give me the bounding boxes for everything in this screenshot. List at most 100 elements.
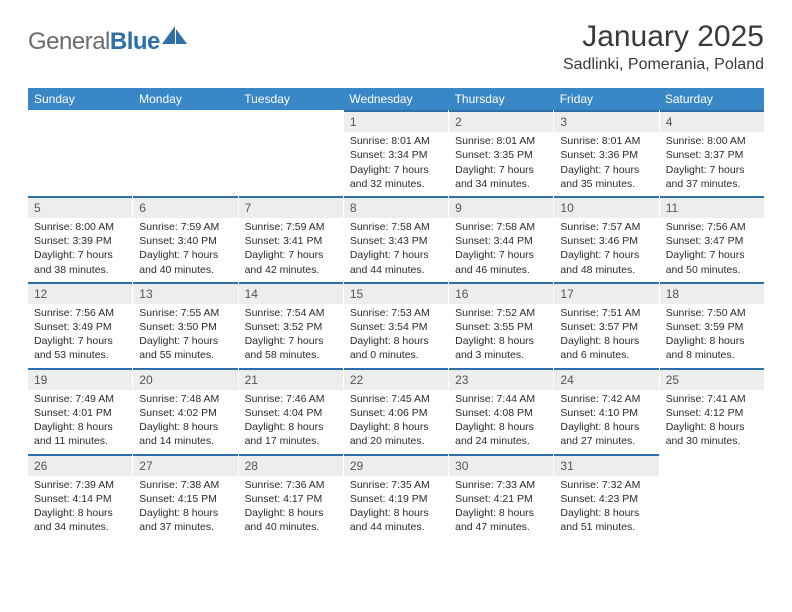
- sunset-text: Sunset: 4:21 PM: [455, 492, 547, 506]
- day-body: Sunrise: 7:38 AMSunset: 4:15 PMDaylight:…: [133, 476, 237, 539]
- daylight-text: Daylight: 7 hours and 40 minutes.: [139, 248, 231, 276]
- daylight-text: Daylight: 8 hours and 51 minutes.: [560, 506, 652, 534]
- brand-logo: GeneralBlue: [28, 26, 188, 57]
- sunrise-text: Sunrise: 7:56 AM: [666, 220, 758, 234]
- sunset-text: Sunset: 3:36 PM: [560, 148, 652, 162]
- day-cell: 10Sunrise: 7:57 AMSunset: 3:46 PMDayligh…: [554, 196, 659, 281]
- weekday-header: Thursday: [449, 88, 554, 110]
- sunrise-text: Sunrise: 8:00 AM: [666, 134, 758, 148]
- sunrise-text: Sunrise: 7:38 AM: [139, 478, 231, 492]
- day-number: 31: [554, 454, 658, 476]
- day-cell: 30Sunrise: 7:33 AMSunset: 4:21 PMDayligh…: [449, 454, 554, 539]
- day-cell: 9Sunrise: 7:58 AMSunset: 3:44 PMDaylight…: [449, 196, 554, 281]
- sunrise-text: Sunrise: 7:41 AM: [666, 392, 758, 406]
- daylight-text: Daylight: 8 hours and 44 minutes.: [350, 506, 442, 534]
- sunset-text: Sunset: 3:35 PM: [455, 148, 547, 162]
- day-cell: 12Sunrise: 7:56 AMSunset: 3:49 PMDayligh…: [28, 282, 133, 367]
- daylight-text: Daylight: 7 hours and 53 minutes.: [34, 334, 126, 362]
- sunrise-text: Sunrise: 7:49 AM: [34, 392, 126, 406]
- day-body: Sunrise: 8:01 AMSunset: 3:34 PMDaylight:…: [344, 132, 448, 195]
- daylight-text: Daylight: 8 hours and 24 minutes.: [455, 420, 547, 448]
- day-body: Sunrise: 7:45 AMSunset: 4:06 PMDaylight:…: [344, 390, 448, 453]
- sunrise-text: Sunrise: 7:55 AM: [139, 306, 231, 320]
- sunset-text: Sunset: 3:41 PM: [245, 234, 337, 248]
- sunset-text: Sunset: 4:10 PM: [560, 406, 652, 420]
- day-number: 20: [133, 368, 237, 390]
- day-number: 10: [554, 196, 658, 218]
- daylight-text: Daylight: 7 hours and 48 minutes.: [560, 248, 652, 276]
- sunset-text: Sunset: 3:44 PM: [455, 234, 547, 248]
- weekday-header: Saturday: [659, 88, 764, 110]
- day-body: Sunrise: 7:49 AMSunset: 4:01 PMDaylight:…: [28, 390, 132, 453]
- day-body: Sunrise: 7:48 AMSunset: 4:02 PMDaylight:…: [133, 390, 237, 453]
- day-body: Sunrise: 7:41 AMSunset: 4:12 PMDaylight:…: [660, 390, 764, 453]
- daylight-text: Daylight: 8 hours and 37 minutes.: [139, 506, 231, 534]
- sunrise-text: Sunrise: 7:32 AM: [560, 478, 652, 492]
- day-cell: 31Sunrise: 7:32 AMSunset: 4:23 PMDayligh…: [554, 454, 659, 539]
- day-cell: 19Sunrise: 7:49 AMSunset: 4:01 PMDayligh…: [28, 368, 133, 453]
- day-cell: 15Sunrise: 7:53 AMSunset: 3:54 PMDayligh…: [344, 282, 449, 367]
- sunrise-text: Sunrise: 7:42 AM: [560, 392, 652, 406]
- day-cell: 18Sunrise: 7:50 AMSunset: 3:59 PMDayligh…: [660, 282, 764, 367]
- sunrise-text: Sunrise: 7:46 AM: [245, 392, 337, 406]
- day-body: Sunrise: 8:01 AMSunset: 3:36 PMDaylight:…: [554, 132, 658, 195]
- sunrise-text: Sunrise: 7:35 AM: [350, 478, 442, 492]
- daylight-text: Daylight: 8 hours and 17 minutes.: [245, 420, 337, 448]
- daylight-text: Daylight: 8 hours and 47 minutes.: [455, 506, 547, 534]
- daylight-text: Daylight: 8 hours and 34 minutes.: [34, 506, 126, 534]
- sunset-text: Sunset: 3:46 PM: [560, 234, 652, 248]
- day-body: Sunrise: 7:44 AMSunset: 4:08 PMDaylight:…: [449, 390, 553, 453]
- day-body: Sunrise: 7:39 AMSunset: 4:14 PMDaylight:…: [28, 476, 132, 539]
- sunrise-text: Sunrise: 7:44 AM: [455, 392, 547, 406]
- daylight-text: Daylight: 8 hours and 8 minutes.: [666, 334, 758, 362]
- sail-icon: [162, 26, 188, 51]
- sunrise-text: Sunrise: 8:01 AM: [455, 134, 547, 148]
- day-number: 28: [239, 454, 343, 476]
- title-block: January 2025 Sadlinki, Pomerania, Poland: [563, 20, 764, 74]
- sunset-text: Sunset: 3:49 PM: [34, 320, 126, 334]
- daylight-text: Daylight: 8 hours and 27 minutes.: [560, 420, 652, 448]
- day-number: 2: [449, 110, 553, 132]
- day-cell: 26Sunrise: 7:39 AMSunset: 4:14 PMDayligh…: [28, 454, 133, 539]
- calendar-page: GeneralBlue January 2025 Sadlinki, Pomer…: [0, 0, 792, 539]
- day-number: 11: [660, 196, 764, 218]
- day-number: 24: [554, 368, 658, 390]
- daylight-text: Daylight: 7 hours and 44 minutes.: [350, 248, 442, 276]
- sunset-text: Sunset: 4:08 PM: [455, 406, 547, 420]
- day-number: 22: [344, 368, 448, 390]
- week-row: 19Sunrise: 7:49 AMSunset: 4:01 PMDayligh…: [28, 368, 764, 454]
- day-number: 27: [133, 454, 237, 476]
- page-header: GeneralBlue January 2025 Sadlinki, Pomer…: [28, 20, 764, 74]
- daylight-text: Daylight: 8 hours and 11 minutes.: [34, 420, 126, 448]
- day-number: 18: [660, 282, 764, 304]
- daylight-text: Daylight: 7 hours and 58 minutes.: [245, 334, 337, 362]
- day-body: Sunrise: 7:50 AMSunset: 3:59 PMDaylight:…: [660, 304, 764, 367]
- sunrise-text: Sunrise: 7:59 AM: [245, 220, 337, 234]
- daylight-text: Daylight: 7 hours and 35 minutes.: [560, 163, 652, 191]
- sunset-text: Sunset: 4:06 PM: [350, 406, 442, 420]
- daylight-text: Daylight: 7 hours and 46 minutes.: [455, 248, 547, 276]
- day-number: 25: [660, 368, 764, 390]
- daylight-text: Daylight: 8 hours and 0 minutes.: [350, 334, 442, 362]
- sunset-text: Sunset: 3:52 PM: [245, 320, 337, 334]
- sunrise-text: Sunrise: 7:50 AM: [666, 306, 758, 320]
- day-number: 13: [133, 282, 237, 304]
- day-body: Sunrise: 7:36 AMSunset: 4:17 PMDaylight:…: [239, 476, 343, 539]
- day-number: 29: [344, 454, 448, 476]
- sunset-text: Sunset: 3:39 PM: [34, 234, 126, 248]
- day-cell: 14Sunrise: 7:54 AMSunset: 3:52 PMDayligh…: [239, 282, 344, 367]
- day-number: 14: [239, 282, 343, 304]
- weekday-header: Friday: [554, 88, 659, 110]
- sunset-text: Sunset: 3:43 PM: [350, 234, 442, 248]
- day-cell: [239, 110, 344, 195]
- sunset-text: Sunset: 3:50 PM: [139, 320, 231, 334]
- day-body: Sunrise: 7:51 AMSunset: 3:57 PMDaylight:…: [554, 304, 658, 367]
- week-row: 1Sunrise: 8:01 AMSunset: 3:34 PMDaylight…: [28, 110, 764, 196]
- sunset-text: Sunset: 4:02 PM: [139, 406, 231, 420]
- day-body: Sunrise: 7:58 AMSunset: 3:44 PMDaylight:…: [449, 218, 553, 281]
- week-row: 5Sunrise: 8:00 AMSunset: 3:39 PMDaylight…: [28, 196, 764, 282]
- day-body: Sunrise: 7:58 AMSunset: 3:43 PMDaylight:…: [344, 218, 448, 281]
- day-number: 7: [239, 196, 343, 218]
- day-cell: [660, 454, 764, 539]
- daylight-text: Daylight: 7 hours and 50 minutes.: [666, 248, 758, 276]
